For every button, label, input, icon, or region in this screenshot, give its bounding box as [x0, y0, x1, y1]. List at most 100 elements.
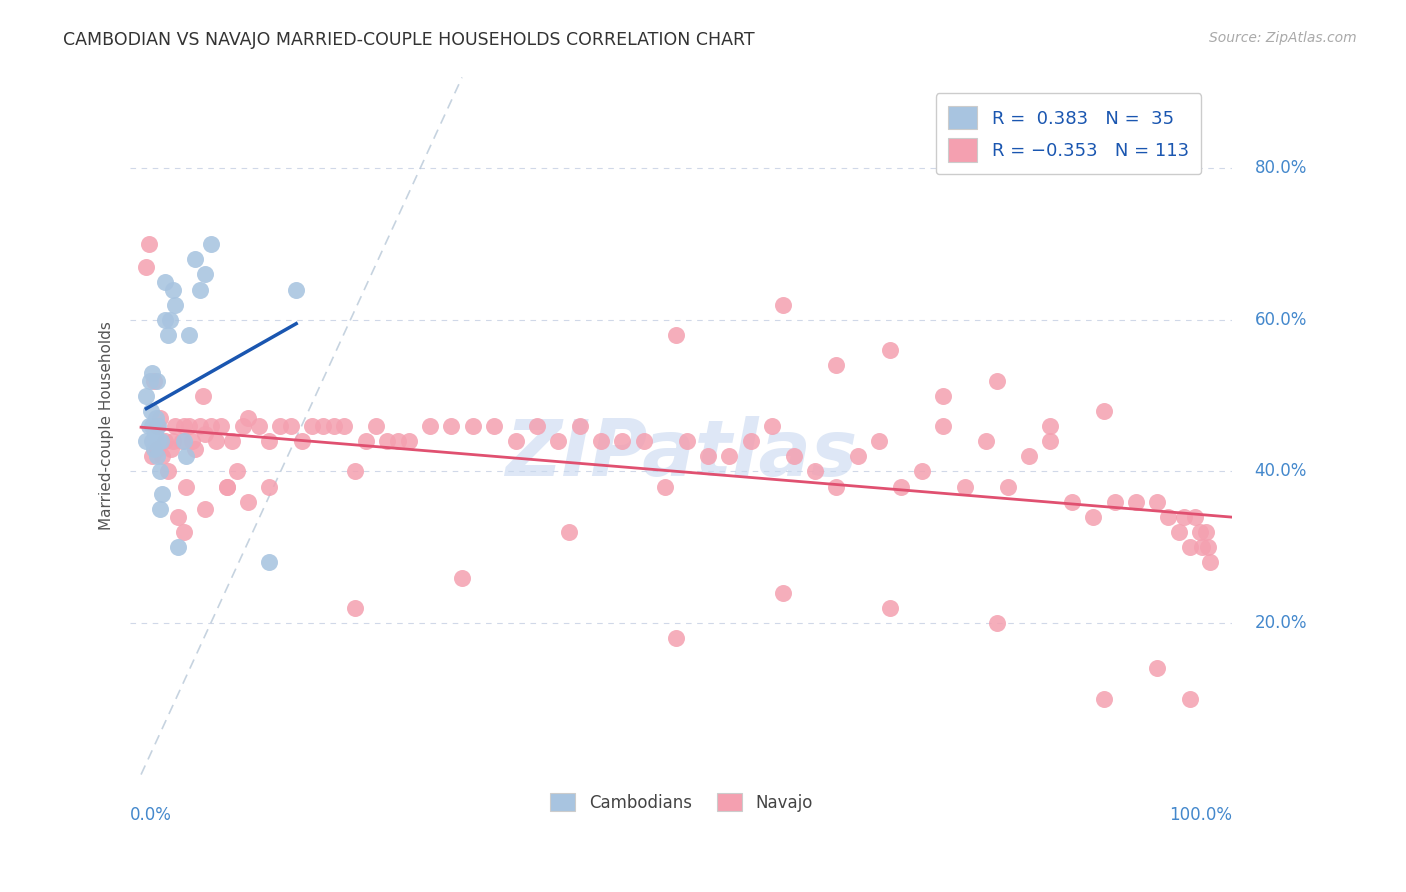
Point	[932, 419, 955, 434]
Point	[1104, 495, 1126, 509]
Point	[150, 434, 173, 449]
Point	[312, 419, 335, 434]
Point	[138, 237, 160, 252]
Point	[135, 434, 157, 449]
Point	[135, 389, 157, 403]
Point	[1092, 404, 1115, 418]
Text: 20.0%: 20.0%	[1254, 614, 1308, 632]
Point	[1191, 541, 1213, 555]
Point	[301, 419, 323, 434]
Point	[141, 366, 163, 380]
Point	[804, 465, 827, 479]
Point	[221, 434, 243, 449]
Point	[761, 419, 783, 434]
Point	[205, 434, 228, 449]
Point	[149, 465, 172, 479]
Point	[505, 434, 527, 449]
Point	[1060, 495, 1083, 509]
Point	[772, 585, 794, 599]
Point	[354, 434, 377, 449]
Point	[156, 465, 179, 479]
Point	[333, 419, 356, 434]
Point	[146, 434, 169, 449]
Point	[665, 631, 688, 645]
Point	[138, 374, 160, 388]
Point	[290, 434, 312, 449]
Point	[654, 480, 676, 494]
Point	[665, 328, 688, 343]
Point	[343, 600, 366, 615]
Point	[259, 434, 281, 449]
Point	[209, 419, 232, 434]
Point	[153, 434, 176, 449]
Point	[1189, 525, 1212, 540]
Point	[1197, 541, 1219, 555]
Point	[173, 525, 195, 540]
Point	[200, 237, 222, 252]
Point	[461, 419, 484, 434]
Point	[179, 419, 201, 434]
Text: 100.0%: 100.0%	[1170, 806, 1232, 824]
Point	[697, 450, 720, 464]
Point	[591, 434, 613, 449]
Point	[162, 434, 184, 449]
Point	[387, 434, 409, 449]
Point	[1173, 510, 1195, 524]
Point	[1083, 510, 1105, 524]
Point	[232, 419, 254, 434]
Point	[932, 389, 955, 403]
Point	[146, 419, 169, 434]
Point	[236, 495, 259, 509]
Point	[1018, 450, 1040, 464]
Point	[1178, 541, 1201, 555]
Point	[173, 419, 195, 434]
Point	[675, 434, 697, 449]
Point	[868, 434, 890, 449]
Point	[141, 450, 163, 464]
Y-axis label: Married-couple Households: Married-couple Households	[100, 322, 114, 531]
Point	[285, 283, 308, 297]
Point	[145, 411, 167, 425]
Point	[152, 450, 174, 464]
Point	[226, 465, 249, 479]
Point	[143, 426, 166, 441]
Point	[215, 480, 238, 494]
Point	[139, 404, 162, 418]
Point	[200, 419, 222, 434]
Point	[183, 252, 205, 267]
Point	[146, 442, 169, 456]
Text: CAMBODIAN VS NAVAJO MARRIED-COUPLE HOUSEHOLDS CORRELATION CHART: CAMBODIAN VS NAVAJO MARRIED-COUPLE HOUSE…	[63, 31, 755, 49]
Point	[280, 419, 302, 434]
Point	[343, 465, 366, 479]
Point	[440, 419, 463, 434]
Point	[165, 298, 187, 312]
Point	[162, 283, 184, 297]
Point	[997, 480, 1019, 494]
Point	[141, 419, 163, 434]
Point	[398, 434, 420, 449]
Point	[825, 480, 848, 494]
Legend: Cambodians, Navajo: Cambodians, Navajo	[544, 787, 820, 819]
Point	[174, 450, 197, 464]
Point	[1167, 525, 1189, 540]
Point	[558, 525, 581, 540]
Point	[142, 442, 165, 456]
Point	[188, 283, 211, 297]
Point	[1146, 495, 1168, 509]
Point	[1178, 691, 1201, 706]
Point	[890, 480, 912, 494]
Point	[451, 570, 474, 584]
Text: 80.0%: 80.0%	[1254, 160, 1306, 178]
Point	[156, 328, 179, 343]
Point	[482, 419, 505, 434]
Point	[1146, 661, 1168, 675]
Point	[526, 419, 548, 434]
Text: Source: ZipAtlas.com: Source: ZipAtlas.com	[1209, 31, 1357, 45]
Point	[322, 419, 344, 434]
Point	[782, 450, 804, 464]
Point	[236, 411, 259, 425]
Point	[986, 615, 1008, 630]
Point	[215, 480, 238, 494]
Point	[1039, 434, 1062, 449]
Point	[146, 419, 169, 434]
